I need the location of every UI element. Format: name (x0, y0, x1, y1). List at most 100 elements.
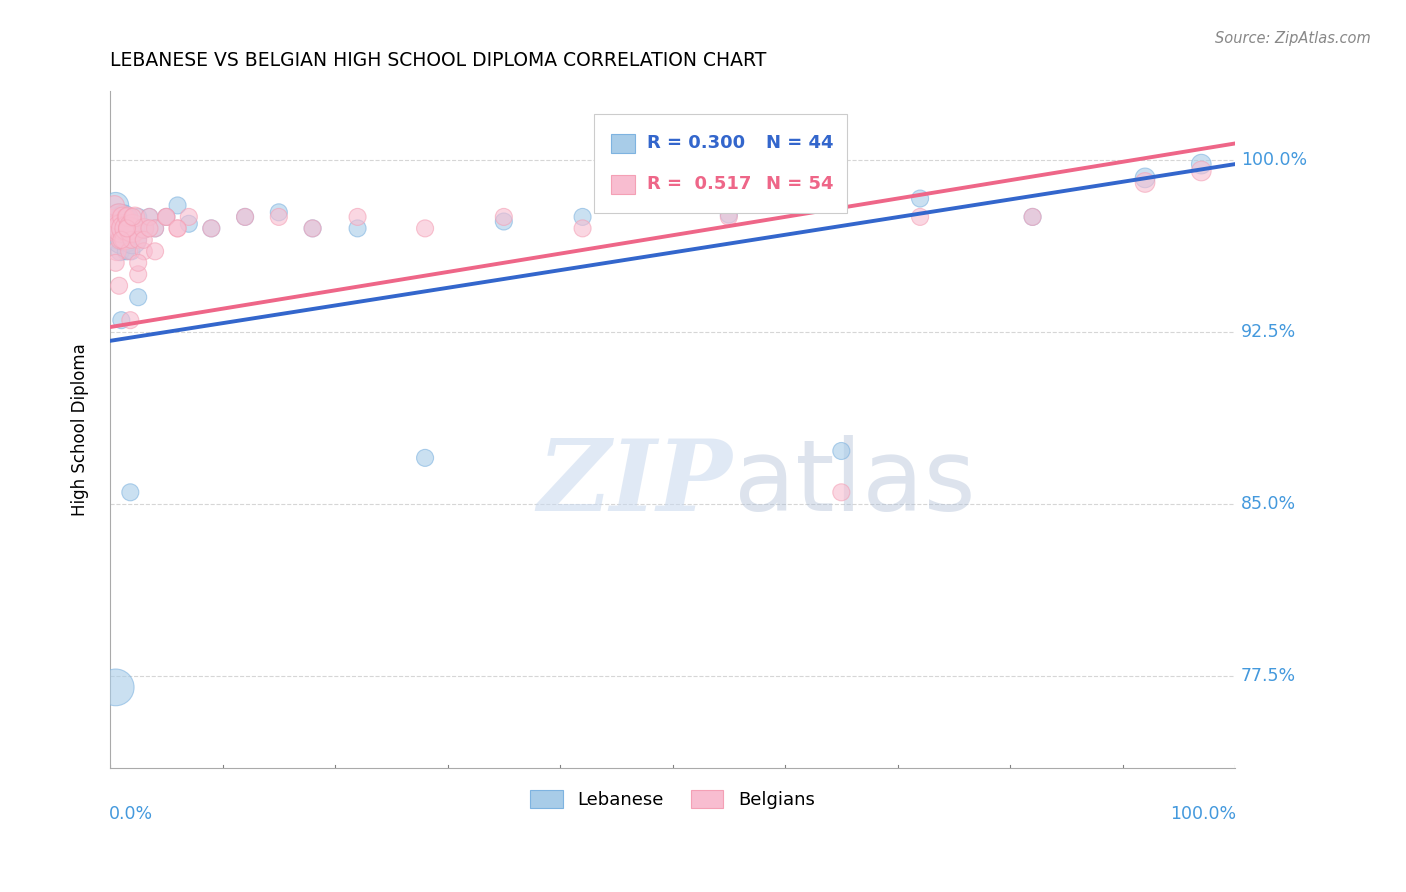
Point (177, 217, 200, 231)
Point (108, 210, 131, 224)
Point (233, 210, 256, 224)
Point (108, 244, 131, 259)
FancyBboxPatch shape (610, 134, 636, 153)
Point (346, 210, 368, 224)
Point (118, 210, 141, 224)
Point (138, 221, 160, 235)
Point (717, 208, 740, 222)
Point (112, 221, 135, 235)
Point (143, 221, 166, 235)
Point (117, 210, 139, 224)
Text: 0.0%: 0.0% (108, 805, 153, 823)
Text: 100.0%: 100.0% (1240, 151, 1306, 169)
Text: 85.0%: 85.0% (1240, 495, 1296, 513)
Point (110, 313, 132, 327)
Point (830, 444, 852, 458)
Point (103, 198, 125, 212)
Point (114, 244, 136, 259)
Point (200, 221, 222, 235)
Point (1133, 170, 1156, 185)
Point (143, 221, 166, 235)
Point (121, 221, 143, 235)
Point (115, 233, 138, 247)
Point (112, 210, 135, 224)
Point (120, 244, 142, 259)
Text: 77.5%: 77.5% (1240, 667, 1296, 685)
Point (108, 278, 131, 293)
Point (110, 221, 132, 235)
Point (114, 221, 136, 235)
Text: atlas: atlas (734, 435, 976, 532)
Y-axis label: High School Diploma: High School Diploma (72, 343, 89, 516)
FancyBboxPatch shape (593, 114, 846, 212)
Point (571, 221, 593, 235)
Point (115, 221, 138, 235)
Point (124, 221, 146, 235)
Point (103, 210, 125, 224)
Point (107, 221, 129, 235)
Point (127, 290, 149, 304)
Point (155, 210, 177, 224)
Point (717, 210, 740, 224)
Point (124, 210, 146, 224)
Point (143, 244, 166, 259)
Point (120, 485, 142, 500)
Text: LEBANESE VS BELGIAN HIGH SCHOOL DIPLOMA CORRELATION CHART: LEBANESE VS BELGIAN HIGH SCHOOL DIPLOMA … (110, 51, 766, 70)
Point (908, 192, 931, 206)
Point (104, 221, 127, 235)
Point (155, 210, 177, 224)
Point (138, 210, 160, 224)
Point (120, 313, 142, 327)
Point (908, 210, 931, 224)
Point (105, 233, 128, 247)
Point (108, 210, 131, 224)
Point (105, 244, 128, 259)
Point (117, 221, 139, 235)
Point (166, 221, 188, 235)
Point (127, 267, 149, 281)
Point (127, 210, 149, 224)
Point (118, 244, 141, 259)
Point (1021, 210, 1043, 224)
Text: R =  0.517: R = 0.517 (647, 175, 751, 193)
Text: N = 44: N = 44 (766, 135, 834, 153)
Text: R = 0.300: R = 0.300 (647, 135, 745, 153)
Point (115, 221, 138, 235)
Point (301, 221, 323, 235)
Point (107, 221, 129, 235)
Legend: Lebanese, Belgians: Lebanese, Belgians (523, 782, 823, 816)
Point (127, 233, 149, 247)
Point (132, 221, 155, 235)
Point (121, 210, 143, 224)
Point (132, 221, 155, 235)
Point (101, 210, 124, 224)
Point (571, 210, 593, 224)
Point (200, 221, 222, 235)
Point (110, 233, 132, 247)
FancyBboxPatch shape (610, 175, 636, 194)
Point (110, 233, 132, 247)
Point (166, 198, 188, 212)
Point (830, 485, 852, 500)
Point (267, 205, 290, 219)
Point (108, 233, 131, 247)
Point (104, 198, 127, 212)
Point (1133, 176, 1156, 190)
Point (492, 210, 515, 224)
Text: Source: ZipAtlas.com: Source: ZipAtlas.com (1215, 31, 1371, 46)
Point (1021, 210, 1043, 224)
Text: N = 54: N = 54 (766, 175, 834, 193)
Point (492, 214, 515, 228)
Point (132, 244, 155, 259)
Point (127, 256, 149, 270)
Point (120, 221, 142, 235)
Point (301, 221, 323, 235)
Point (114, 210, 136, 224)
Point (346, 221, 368, 235)
Point (155, 210, 177, 224)
Point (267, 210, 290, 224)
Point (413, 450, 436, 465)
Point (1189, 164, 1212, 178)
Point (114, 233, 136, 247)
Point (104, 681, 127, 695)
